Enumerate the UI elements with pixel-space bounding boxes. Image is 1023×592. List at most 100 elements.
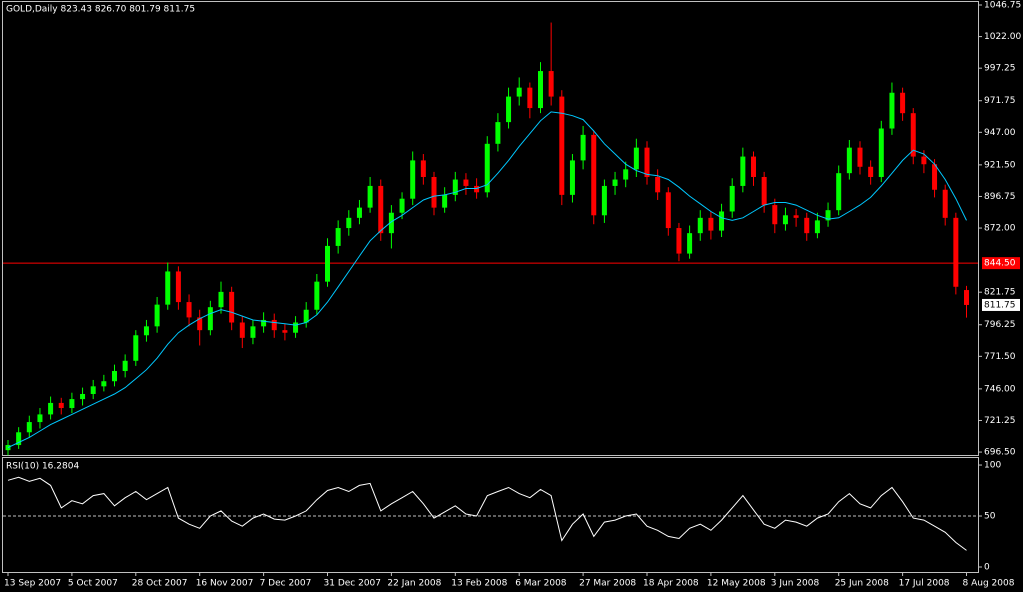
y-tick-label: 796.25	[984, 320, 1016, 330]
candle-body	[346, 217, 352, 229]
x-tick-label: 17 Jul 2008	[899, 579, 950, 589]
candle-body	[495, 122, 501, 144]
candle-body	[420, 160, 426, 177]
x-tick-label: 12 May 2008	[707, 579, 766, 589]
candle-body	[122, 360, 128, 372]
candle-body	[761, 176, 767, 206]
y-tick-label: 746.00	[984, 384, 1016, 394]
y-tick-label: 872.00	[984, 224, 1016, 234]
x-tick-label: 8 Aug 2008	[963, 579, 1015, 589]
y-tick-label: 821.75	[984, 288, 1016, 298]
x-tick-label: 3 Jun 2008	[771, 579, 820, 589]
candle-body	[697, 217, 703, 234]
candle-body	[751, 156, 756, 177]
candle-body	[538, 71, 543, 109]
candle-body	[399, 198, 405, 213]
candle-body	[846, 147, 852, 174]
candle-body	[378, 185, 384, 234]
candle-body	[133, 335, 139, 361]
candle-body	[261, 319, 267, 327]
candle-body	[569, 160, 575, 195]
x-tick-label: 5 Oct 2007	[68, 579, 118, 589]
candle-body	[559, 96, 565, 195]
candle-body	[325, 245, 330, 282]
candle-body	[889, 92, 895, 129]
chart-title: GOLD,Daily 823.43 826.70 801.79 811.75	[6, 5, 195, 15]
candle-body	[80, 393, 86, 400]
x-tick-label: 28 Oct 2007	[132, 579, 188, 589]
candle-body	[314, 281, 320, 310]
y-tick-label: 721.25	[984, 416, 1016, 426]
candle-body	[932, 164, 938, 190]
candle-body	[601, 185, 607, 216]
candle-body	[857, 147, 863, 167]
last-price-box	[982, 298, 1020, 311]
candle-body	[58, 402, 64, 409]
x-tick-label: 27 Mar 2008	[579, 579, 636, 589]
candle-body	[708, 217, 714, 231]
candle-body	[197, 317, 203, 331]
y-tick-label: 0	[984, 563, 990, 573]
candle-body	[655, 176, 661, 193]
candle-body	[356, 207, 362, 218]
candle-body	[90, 386, 96, 394]
y-tick-label: 696.50	[984, 448, 1016, 458]
x-tick-label: 22 Jan 2008	[387, 579, 441, 589]
candle-body	[431, 176, 437, 208]
candle-body	[282, 330, 288, 333]
candle-body	[729, 185, 735, 212]
candle-body	[154, 304, 160, 327]
y-tick-label: 896.75	[984, 192, 1016, 202]
candle-body	[112, 371, 117, 382]
x-tick-label: 16 Nov 2007	[196, 579, 254, 589]
price-level-label: 844.50	[984, 259, 1016, 269]
x-tick-label: 13 Sep 2007	[4, 579, 61, 589]
x-tick-label: 31 Dec 2007	[324, 579, 382, 589]
candle-body	[633, 147, 639, 170]
candle-body	[527, 87, 533, 109]
candle-body	[143, 326, 149, 336]
y-tick-label: 997.25	[984, 64, 1016, 74]
y-tick-label: 50	[984, 512, 996, 522]
y-tick-label: 1022.00	[984, 32, 1021, 42]
candle-body	[953, 217, 959, 287]
candle-body	[474, 185, 480, 193]
candle-body	[101, 381, 107, 387]
candle-body	[900, 92, 906, 114]
candle-body	[26, 422, 32, 433]
candle-body	[69, 399, 75, 409]
candle-body	[548, 71, 554, 97]
candle-body	[591, 134, 597, 216]
candle-body	[463, 179, 469, 186]
candle-body	[410, 160, 416, 199]
candle-body	[48, 402, 54, 415]
x-tick-label: 7 Dec 2007	[260, 579, 312, 589]
price-level-box	[982, 257, 1020, 270]
candle-body	[814, 220, 820, 234]
x-tick-label: 25 Jun 2008	[835, 579, 889, 589]
y-tick-label: 947.00	[984, 128, 1016, 138]
candle-body	[580, 134, 586, 161]
candle-body	[665, 192, 671, 229]
candle-body	[623, 169, 629, 180]
candle-body	[612, 179, 618, 186]
candle-body	[836, 173, 842, 211]
candle-body	[239, 322, 245, 338]
candle-body	[207, 307, 213, 331]
last-price-label: 811.75	[984, 300, 1016, 310]
candle-body	[878, 128, 884, 177]
rsi-line	[7, 476, 967, 551]
candle-body	[271, 319, 277, 331]
candle-body	[868, 166, 874, 177]
candle-body	[506, 96, 512, 123]
candle-body	[452, 179, 458, 195]
y-tick-label: 921.50	[984, 160, 1016, 170]
candle-body	[910, 113, 916, 157]
candle-body	[825, 210, 831, 221]
y-tick-label: 771.50	[984, 352, 1016, 362]
candle-body	[921, 156, 927, 165]
x-tick-label: 6 Mar 2008	[515, 579, 567, 589]
y-tick-label: 971.75	[984, 96, 1016, 106]
